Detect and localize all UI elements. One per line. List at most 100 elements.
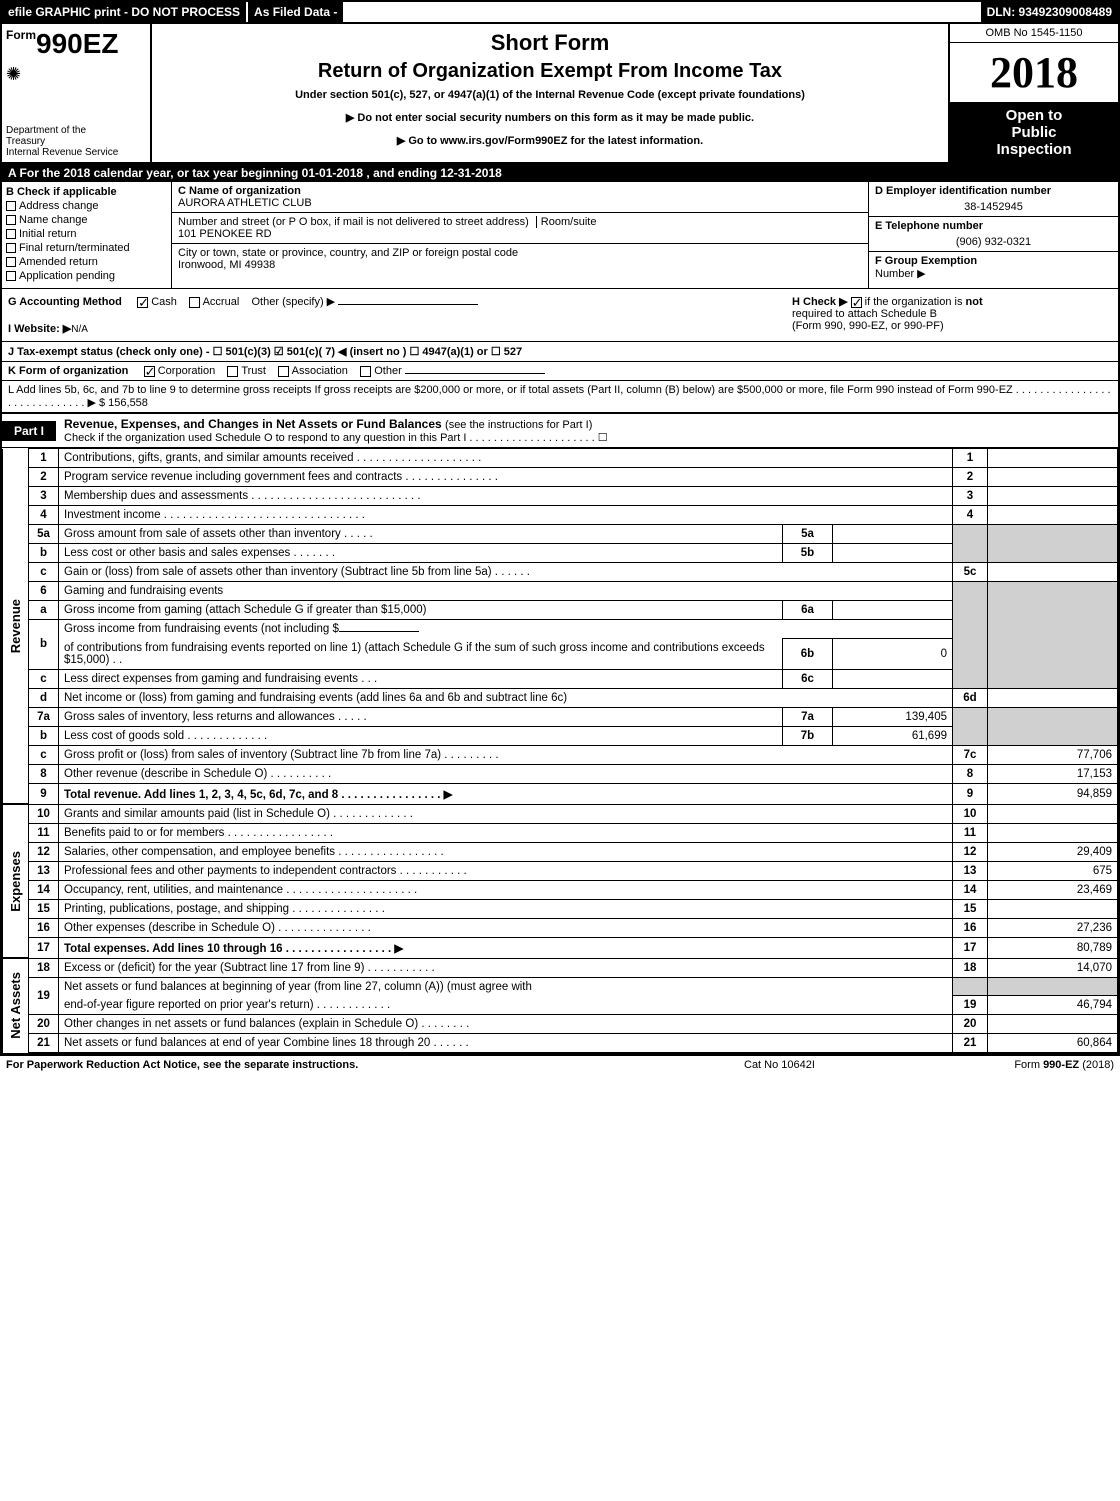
line-7c-lbl: 7c [953, 745, 988, 764]
ein-value: 38-1452945 [875, 201, 1112, 213]
line-7a-desc: Gross sales of inventory, less returns a… [59, 707, 783, 726]
city-label: City or town, state or province, country… [178, 247, 862, 259]
line-6b-blank[interactable] [339, 631, 419, 632]
phone-block: E Telephone number (906) 932-0321 [869, 217, 1118, 252]
line-6-desc: Gaming and fundraising events [59, 582, 953, 601]
line-6b-desc2: of contributions from fundraising events… [59, 639, 783, 670]
group-exemption-block: F Group Exemption Number ▶ [869, 252, 1118, 283]
line-5a-sub: 5a [783, 525, 833, 544]
seal-icon: ✺ [6, 64, 146, 85]
checkbox-icon [6, 257, 16, 267]
line-2-desc: Program service revenue including govern… [59, 468, 953, 487]
netassets-section-label: Net Assets [8, 972, 23, 1039]
org-name-label: C Name of organization [178, 185, 862, 197]
line-3-lbl: 3 [953, 487, 988, 506]
line-6d-desc: Net income or (loss) from gaming and fun… [59, 688, 953, 707]
line-1-num: 1 [29, 449, 59, 468]
chk-address-change[interactable]: Address change [6, 200, 167, 212]
chk-final-return[interactable]: Final return/terminated [6, 242, 167, 254]
line-19-lbl: 19 [953, 996, 988, 1015]
line-1-desc: Contributions, gifts, grants, and simila… [59, 449, 953, 468]
warning-ssn: ▶ Do not enter social security numbers o… [162, 111, 938, 124]
open-line3: Inspection [954, 141, 1114, 158]
open-line2: Public [954, 124, 1114, 141]
h-text3: (Form 990, 990-EZ, or 990-PF) [792, 320, 1112, 332]
line-18-amt: 14,070 [988, 958, 1118, 977]
chk-trust[interactable] [227, 366, 238, 377]
line-4: 4 Investment income . . . . . . . . . . … [3, 506, 1118, 525]
dln-label: DLN: 93492309008489 [981, 2, 1118, 22]
chk-assoc[interactable] [278, 366, 289, 377]
chk-accrual[interactable] [189, 297, 200, 308]
chk-h[interactable] [851, 297, 862, 308]
line-8-lbl: 8 [953, 764, 988, 783]
row-gh: G Accounting Method Cash Accrual Other (… [2, 289, 1118, 342]
line-19-num: 19 [29, 977, 59, 1015]
line-20-num: 20 [29, 1015, 59, 1034]
line-5a: 5a Gross amount from sale of assets othe… [3, 525, 1118, 544]
grey-cell [988, 525, 1118, 563]
line-4-amt [988, 506, 1118, 525]
form-prefix: Form [6, 28, 36, 42]
line-17-lbl: 17 [953, 937, 988, 958]
line-11-num: 11 [29, 823, 59, 842]
line-4-desc: Investment income . . . . . . . . . . . … [59, 506, 953, 525]
line-9-num: 9 [29, 783, 59, 804]
line-7c-amt: 77,706 [988, 745, 1118, 764]
return-title: Return of Organization Exempt From Incom… [162, 60, 938, 83]
line-6-num: 6 [29, 582, 59, 601]
other-org-input[interactable] [405, 373, 545, 374]
line-6a-num: a [29, 601, 59, 620]
omb-number: OMB No 1545-1150 [950, 24, 1118, 43]
line-9-lbl: 9 [953, 783, 988, 804]
part1-header: Part I Revenue, Expenses, and Changes in… [2, 412, 1118, 448]
topbar: efile GRAPHIC print - DO NOT PROCESS As … [2, 2, 1118, 24]
line-8-num: 8 [29, 764, 59, 783]
line-6b-2: of contributions from fundraising events… [3, 639, 1118, 670]
line-6: 6 Gaming and fundraising events [3, 582, 1118, 601]
line-19-amt: 46,794 [988, 996, 1118, 1015]
open-to-public: Open to Public Inspection [950, 103, 1118, 162]
line-17-desc-text: Total expenses. Add lines 10 through 16 … [64, 943, 403, 955]
line-6c-subval [833, 669, 953, 688]
line-19-desc1: Net assets or fund balances at beginning… [59, 977, 953, 996]
corp-label: Corporation [158, 365, 215, 377]
chk-cash[interactable] [137, 297, 148, 308]
checkbox-icon [6, 271, 16, 281]
assoc-label: Association [292, 365, 348, 377]
addr-label: Number and street (or P O box, if mail i… [178, 216, 529, 228]
line-12-amt: 29,409 [988, 842, 1118, 861]
line-11-desc: Benefits paid to or for members . . . . … [59, 823, 953, 842]
checkbox-icon [6, 229, 16, 239]
line-6b-num: b [29, 620, 59, 670]
grey-cell [988, 582, 1118, 689]
k-label: K Form of organization [8, 365, 128, 377]
line-17: 17 Total expenses. Add lines 10 through … [3, 937, 1118, 958]
chk-corp[interactable] [144, 366, 155, 377]
website-value: N/A [71, 324, 88, 335]
header-row: Form990EZ ✺ Department of the Treasury I… [2, 24, 1118, 164]
chk-application-pending[interactable]: Application pending [6, 270, 167, 282]
line-6a-subval [833, 601, 953, 620]
ein-label: D Employer identification number [875, 185, 1112, 197]
line-2-num: 2 [29, 468, 59, 487]
grey-cell [988, 977, 1118, 996]
row-j: J Tax-exempt status (check only one) - ☐… [2, 342, 1118, 362]
line-5c-amt [988, 563, 1118, 582]
line-a-end: 12-31-2018 [440, 166, 501, 180]
chk-name-change[interactable]: Name change [6, 214, 167, 226]
tax-year: 2018 [950, 43, 1118, 103]
chk-amended-return[interactable]: Amended return [6, 256, 167, 268]
line-14-lbl: 14 [953, 880, 988, 899]
line-7a-subval: 139,405 [833, 707, 953, 726]
line-20-amt [988, 1015, 1118, 1034]
chk-other-org[interactable] [360, 366, 371, 377]
chk-label-final: Final return/terminated [19, 242, 130, 254]
revenue-section-label: Revenue [8, 599, 23, 653]
line-7b-desc: Less cost of goods sold . . . . . . . . … [59, 726, 783, 745]
line-7b-subval: 61,699 [833, 726, 953, 745]
line-a: A For the 2018 calendar year, or tax yea… [2, 164, 1118, 182]
line-14-amt: 23,469 [988, 880, 1118, 899]
other-specify-input[interactable] [338, 304, 478, 305]
chk-initial-return[interactable]: Initial return [6, 228, 167, 240]
